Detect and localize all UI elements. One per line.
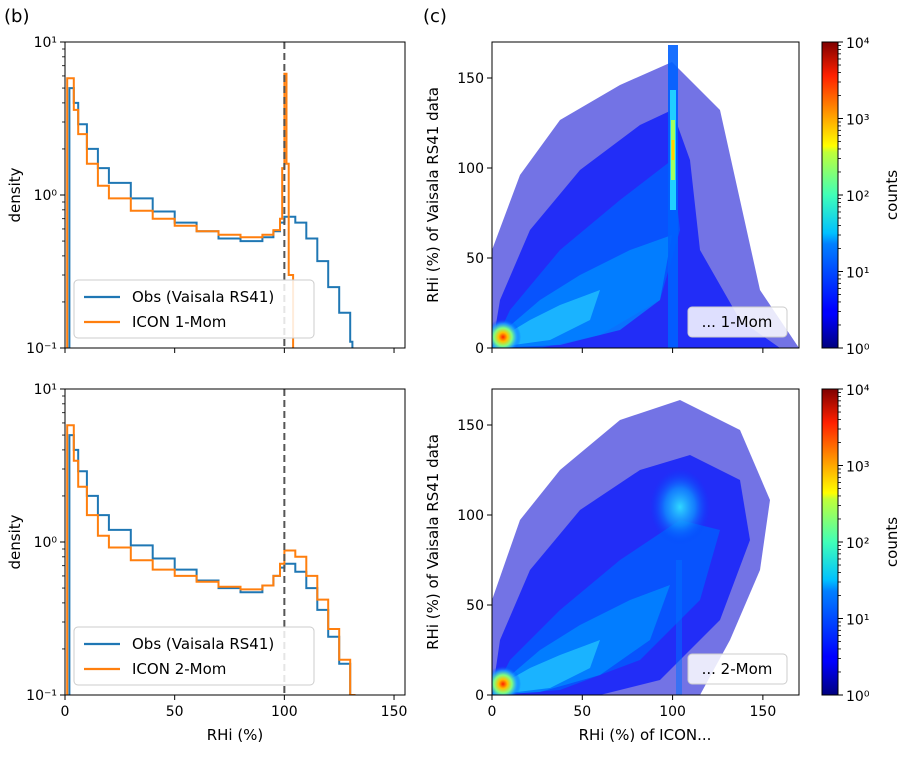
hist-bottom-legend: Obs (Vaisala RS41) ICON 2-Mom (73, 626, 315, 686)
x-tick-label: 150 (750, 704, 777, 720)
colorbar-tick-label: 10⁰ (846, 342, 870, 358)
colorbar-tick-label: 10¹ (846, 266, 869, 282)
y-tick-label: 10⁰ (34, 188, 58, 204)
heatmap-bottom-annotation: ... 2-Mom (687, 653, 788, 685)
colorbar-bottom-label: counts (883, 517, 901, 567)
y-tick-label: 10⁻¹ (26, 341, 57, 357)
colorbar-tick-label: 10⁴ (846, 36, 870, 52)
colorbar-tick-label: 10² (846, 536, 869, 552)
colorbar-tick-label: 10² (846, 189, 869, 205)
heatmap-bottom-frame (491, 388, 800, 696)
annotation-text: ... 2-Mom (702, 660, 773, 678)
heatmap-top-ylabel: RHi (%) of Vaisala RS41 data (424, 87, 442, 303)
y-tick-label: 0 (475, 688, 484, 704)
legend-icon-label: ICON 1-Mom (132, 313, 226, 331)
series-line-icon (66, 424, 356, 695)
hist-bottom-ylabel: density (6, 514, 24, 569)
y-tick-label: 10⁰ (34, 535, 58, 551)
x-tick-label: 50 (166, 704, 184, 720)
x-tick-label: 50 (573, 704, 591, 720)
y-tick-label: 50 (466, 251, 484, 267)
heatmap-top-density (492, 45, 799, 348)
x-tick-label: 100 (271, 704, 298, 720)
y-tick-label: 150 (457, 71, 484, 87)
y-tick-label: 10¹ (34, 35, 57, 51)
colorbar-tick-label: 10⁰ (846, 689, 870, 705)
heatmap-top-panel: 0 50 100 150 RHi (%) of Vaisala RS41 data .… (424, 41, 800, 357)
hist-top-panel: 10¹ 10⁰ 10⁻¹ density Obs (Vaisala RS41) IC… (6, 35, 406, 357)
y-tick-label: 100 (457, 508, 484, 524)
heatmap-top-annotation: ... 1-Mom (687, 306, 788, 338)
x-tick-label: 150 (381, 704, 408, 720)
legend-obs-label: Obs (Vaisala RS41) (132, 635, 274, 653)
panel-c-label: (c) (423, 6, 447, 27)
y-tick-label: 0 (475, 341, 484, 357)
series-line-obs (68, 87, 354, 348)
panel-b-label: (b) (4, 6, 29, 27)
heatmap-top-frame (491, 41, 800, 349)
legend-icon-label: ICON 2-Mom (132, 660, 226, 678)
heatmap-bottom-density (492, 400, 770, 695)
y-tick-label: 10⁻¹ (26, 688, 57, 704)
colorbar-tick-label: 10³ (846, 113, 869, 129)
hist-top-legend: Obs (Vaisala RS41) ICON 1-Mom (73, 279, 315, 339)
colorbar-tick-label: 10³ (846, 460, 869, 476)
heatmap-bottom-ylabel: RHi (%) of Vaisala RS41 data (424, 434, 442, 650)
colorbar-tick-label: 10¹ (846, 613, 869, 629)
x-tick-label: 0 (488, 704, 497, 720)
x-tick-label: 0 (61, 704, 70, 720)
heatmap-bottom-panel: 0 50 100 150 0 50 100 150 RHi (%) of Vaisala R… (424, 388, 800, 744)
colorbar-top-label: counts (883, 170, 901, 220)
y-tick-label: 50 (466, 598, 484, 614)
hist-bottom-panel: 0 50 100 150 10¹ 10⁰ 10⁻¹ density RHi (%) Obs… (6, 382, 407, 744)
colorbar-tick-label: 10⁴ (846, 383, 870, 399)
heatmap-bottom-xlabel: RHi (%) of ICON... (579, 726, 712, 744)
y-tick-label: 10¹ (34, 382, 57, 398)
hist-top-ylabel: density (6, 167, 24, 222)
legend-obs-label: Obs (Vaisala RS41) (132, 288, 274, 306)
y-tick-label: 150 (457, 418, 484, 434)
annotation-text: ... 1-Mom (702, 313, 773, 331)
colorbar-bottom: 10⁰ 10¹ 10² 10³ 10⁴ counts (821, 383, 901, 705)
colorbar-top: 10⁰ 10¹ 10² 10³ 10⁴ counts (821, 36, 901, 358)
hist-bottom-xlabel: RHi (%) (207, 726, 264, 744)
x-tick-label: 100 (659, 704, 686, 720)
y-tick-label: 100 (457, 161, 484, 177)
